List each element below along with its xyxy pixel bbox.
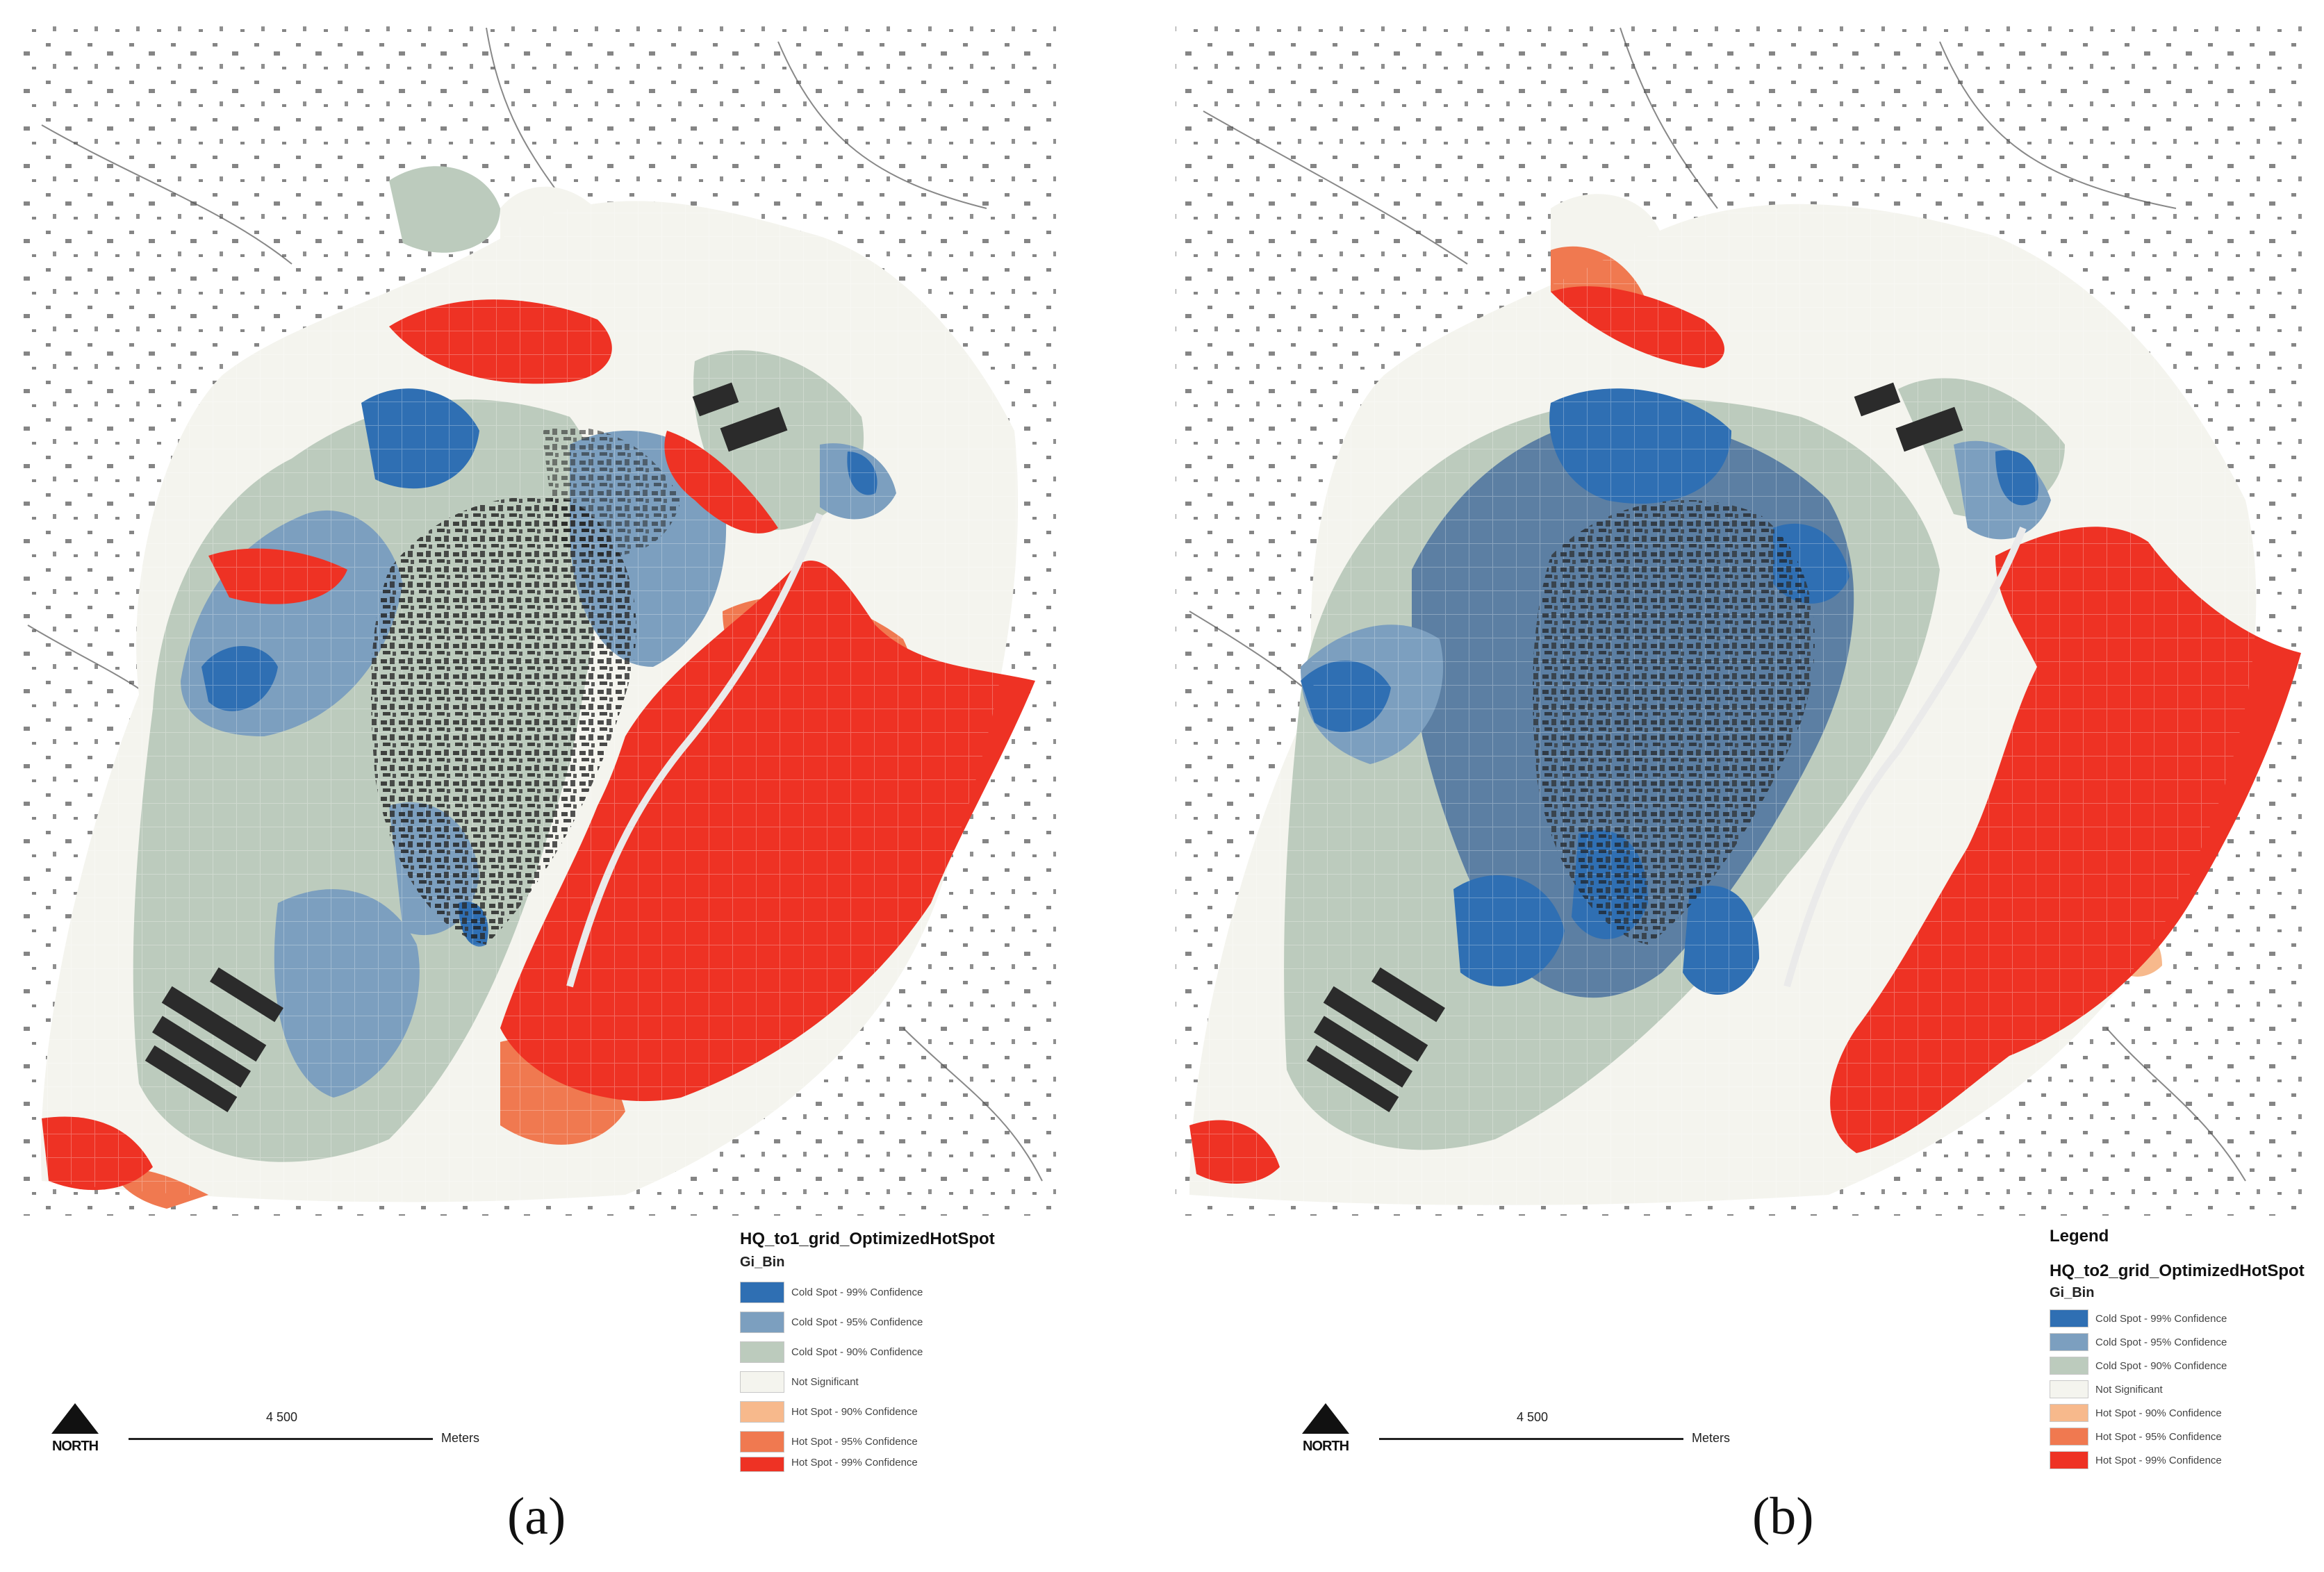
hotspot-map-a	[21, 21, 1056, 1216]
scale-value: 4 500	[266, 1410, 298, 1424]
legend-swatch	[2050, 1451, 2088, 1469]
legend-item: Cold Spot - 95% Confidence	[740, 1307, 995, 1337]
legend-layer-title: HQ_to1_grid_OptimizedHotSpot	[740, 1230, 995, 1248]
river	[566, 513, 823, 988]
legend-item: Hot Spot - 90% Confidence	[2050, 1401, 2305, 1425]
industrial-blocks	[1306, 382, 1963, 1113]
scale-line	[1379, 1438, 1683, 1440]
panel-label: (a)	[507, 1487, 566, 1546]
legend-swatch	[2050, 1309, 2088, 1327]
legend-item: Hot Spot - 90% Confidence	[740, 1397, 995, 1427]
legend-item-label: Hot Spot - 95% Confidence	[2095, 1430, 2222, 1443]
panel-label: (b)	[1752, 1487, 1814, 1546]
north-label: NORTH	[1302, 1439, 1349, 1454]
scale-line	[129, 1438, 433, 1440]
north-arrow-icon	[1302, 1403, 1349, 1434]
urban-core-buildings	[371, 496, 636, 945]
legend-item-label: Cold Spot - 99% Confidence	[2095, 1312, 2227, 1325]
legend-layer-title: HQ_to2_grid_OptimizedHotSpot	[2050, 1261, 2305, 1280]
legend-item: Not Significant	[2050, 1377, 2305, 1401]
north-arrow: NORTH	[1301, 1402, 1351, 1455]
scale-bar: 4 500 Meters	[1379, 1410, 1754, 1452]
legend-item-label: Cold Spot - 90% Confidence	[2095, 1359, 2227, 1372]
legend-caption: Legend	[2050, 1227, 2109, 1246]
legend-item: Hot Spot - 99% Confidence	[740, 1457, 995, 1472]
legend-item-label: Not Significant	[2095, 1383, 2163, 1396]
legend-swatch	[2050, 1357, 2088, 1375]
legend-item-label: Hot Spot - 90% Confidence	[2095, 1407, 2222, 1419]
legend-item-label: Not Significant	[791, 1376, 859, 1388]
legend-item-label: Cold Spot - 90% Confidence	[791, 1346, 923, 1358]
legend-item: Cold Spot - 99% Confidence	[740, 1277, 995, 1307]
legend-swatch	[740, 1341, 784, 1363]
legend-field-name: Gi_Bin	[2050, 1285, 2095, 1300]
legend-item-label: Cold Spot - 95% Confidence	[791, 1316, 923, 1328]
legend-swatch	[740, 1457, 784, 1472]
scale-unit: Meters	[1692, 1431, 1731, 1445]
legend-item: Cold Spot - 95% Confidence	[2050, 1330, 2305, 1354]
river	[1783, 527, 2027, 988]
legend-swatch	[740, 1282, 784, 1303]
north-label: NORTH	[51, 1439, 99, 1454]
north-arrow: NORTH	[50, 1402, 100, 1455]
scale-value: 4 500	[1517, 1410, 1549, 1424]
north-arrow-icon	[51, 1403, 99, 1434]
legend-item: Cold Spot - 99% Confidence	[2050, 1307, 2305, 1330]
scale-bar: 4 500 Meters	[129, 1410, 504, 1452]
legend-item: Cold Spot - 90% Confidence	[2050, 1354, 2305, 1377]
industrial-blocks	[145, 382, 788, 1113]
legend-item-label: Cold Spot - 99% Confidence	[791, 1286, 923, 1298]
hotspot-map-b	[1176, 21, 2308, 1216]
legend-items: Cold Spot - 99% Confidence Cold Spot - 9…	[2050, 1307, 2305, 1472]
legend-swatch	[740, 1371, 784, 1393]
legend-item-label: Hot Spot - 99% Confidence	[2095, 1454, 2222, 1466]
legend-swatch	[740, 1431, 784, 1453]
map-panel-b: Legend HQ_to2_grid_OptimizedHotSpot Gi_B…	[1162, 0, 2323, 1572]
legend-item-label: Cold Spot - 95% Confidence	[2095, 1336, 2227, 1348]
legend-swatch	[740, 1401, 784, 1423]
legend-b: Legend HQ_to2_grid_OptimizedHotSpot Gi_B…	[2050, 1227, 2305, 1472]
map-panel-a: HQ_to1_grid_OptimizedHotSpot Gi_Bin Cold…	[21, 21, 1056, 1546]
scale-unit: Meters	[441, 1431, 480, 1445]
urban-core-buildings	[1533, 500, 1815, 945]
legend-item: Hot Spot - 95% Confidence	[740, 1427, 995, 1457]
legend-swatch	[2050, 1333, 2088, 1351]
legend-item: Cold Spot - 90% Confidence	[740, 1337, 995, 1367]
legend-swatch	[2050, 1428, 2088, 1446]
legend-swatch	[740, 1312, 784, 1333]
road-network	[1189, 27, 2246, 1182]
legend-a: HQ_to1_grid_OptimizedHotSpot Gi_Bin Cold…	[740, 1230, 995, 1472]
legend-item: Not Significant	[740, 1367, 995, 1397]
legend-item-label: Hot Spot - 99% Confidence	[791, 1457, 918, 1468]
legend-swatch	[2050, 1404, 2088, 1422]
legend-item: Hot Spot - 95% Confidence	[2050, 1425, 2305, 1448]
legend-field-name: Gi_Bin	[740, 1255, 785, 1270]
legend-item-label: Hot Spot - 95% Confidence	[791, 1436, 918, 1448]
legend-items: Cold Spot - 99% Confidence Cold Spot - 9…	[740, 1277, 995, 1472]
legend-item: Hot Spot - 99% Confidence	[2050, 1448, 2305, 1472]
legend-swatch	[2050, 1380, 2088, 1398]
legend-item-label: Hot Spot - 90% Confidence	[791, 1406, 918, 1418]
